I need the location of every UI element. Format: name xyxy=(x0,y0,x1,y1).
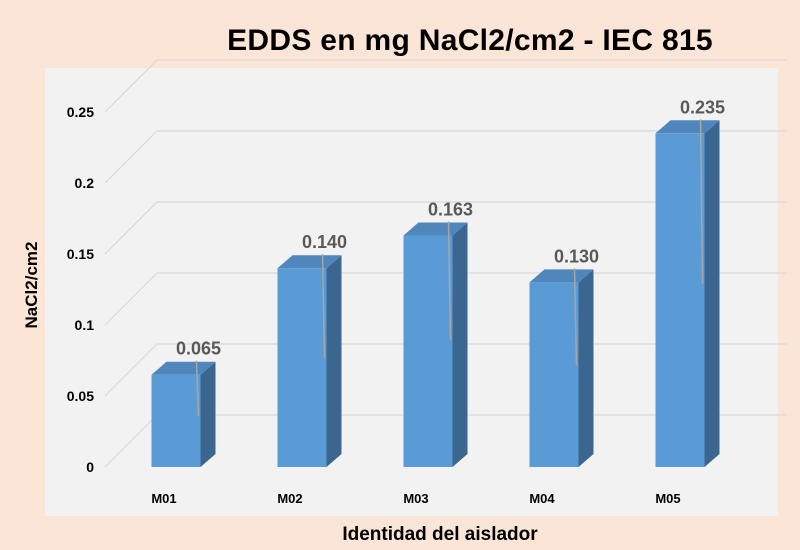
bar xyxy=(151,374,201,467)
x-tick-label: M02 xyxy=(277,491,302,506)
y-tick-label: 0.25 xyxy=(67,104,94,120)
x-tick-label: M01 xyxy=(151,491,176,506)
y-tick-label: 0.05 xyxy=(67,388,94,404)
leader-line xyxy=(195,360,200,417)
leader-line xyxy=(699,119,704,284)
leader-line xyxy=(321,254,326,358)
data-label: 0.130 xyxy=(554,246,599,266)
leader-line xyxy=(447,221,452,340)
bar-side xyxy=(704,120,720,468)
x-tick-label: M05 xyxy=(655,491,680,506)
bar-top xyxy=(277,255,342,269)
bar-side xyxy=(452,222,468,467)
data-label: 0.065 xyxy=(176,339,221,359)
bar xyxy=(403,235,453,467)
data-label: 0.140 xyxy=(302,232,347,252)
bar xyxy=(655,133,705,468)
x-axis-label: Identidad del aislador xyxy=(342,524,538,545)
leader-line xyxy=(573,268,578,366)
bar-top xyxy=(151,361,216,375)
gridline-depth xyxy=(104,130,158,184)
bar xyxy=(277,268,327,467)
gridline-depth xyxy=(104,272,158,326)
y-tick-label: 0 xyxy=(86,459,94,475)
gridline-depth xyxy=(104,414,158,468)
bar xyxy=(529,282,579,467)
y-tick-label: 0.2 xyxy=(75,175,95,191)
bar-side xyxy=(200,361,216,467)
bar-top xyxy=(655,120,720,134)
gridline-depth xyxy=(104,201,158,255)
bar-side xyxy=(578,269,594,467)
data-label: 0.235 xyxy=(680,97,725,117)
data-label: 0.163 xyxy=(428,200,473,220)
bar-side xyxy=(326,255,342,467)
gridline-depth xyxy=(104,343,158,397)
y-tick-label: 0.15 xyxy=(67,246,94,262)
chart-title: EDDS en mg NaCl2/cm2 - IEC 815 xyxy=(227,24,713,57)
y-tick-label: 0.1 xyxy=(75,317,95,333)
x-tick-label: M03 xyxy=(403,491,428,506)
bar-top xyxy=(403,222,468,236)
x-tick-label: M04 xyxy=(529,491,555,506)
bar-top xyxy=(529,269,594,283)
gridline-depth xyxy=(104,59,158,113)
